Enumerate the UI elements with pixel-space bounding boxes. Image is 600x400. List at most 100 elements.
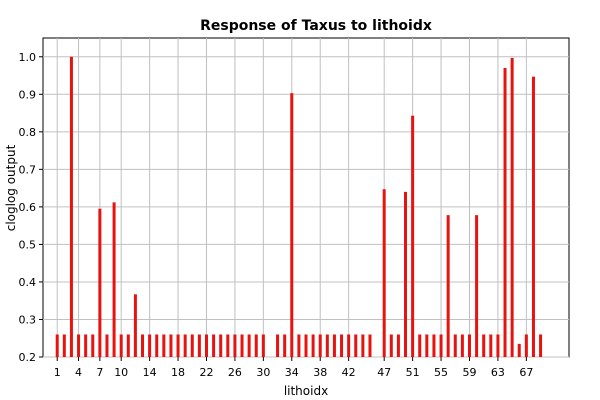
x-tick-label: 30 [256, 366, 270, 379]
bar-20 [190, 334, 194, 357]
x-tick-label: 4 [75, 366, 82, 379]
bar-67 [524, 334, 528, 357]
bar-38 [318, 334, 322, 357]
bar-65 [510, 57, 514, 357]
x-axis-label: lithoidx [284, 384, 328, 398]
bar-37 [311, 334, 315, 357]
bar-12 [133, 294, 137, 357]
bar-18 [176, 334, 180, 357]
bar-14 [148, 334, 152, 357]
bar-13 [141, 334, 145, 357]
bar-40 [332, 334, 336, 357]
bar-17 [169, 334, 173, 357]
bar-69 [539, 334, 543, 357]
x-tick-label: 1 [54, 366, 61, 379]
y-tick-label: 0.5 [19, 238, 37, 251]
x-tick-label: 26 [228, 366, 242, 379]
bar-34 [290, 93, 294, 357]
bar-23 [212, 334, 216, 357]
bar-2 [62, 334, 66, 357]
bar-56 [446, 215, 450, 357]
y-tick-label: 0.9 [19, 88, 37, 101]
bar-1 [55, 334, 59, 357]
x-tick-label: 42 [342, 366, 356, 379]
bar-33 [283, 334, 287, 357]
bar-48 [389, 334, 393, 357]
bar-19 [183, 334, 187, 357]
bar-53 [425, 334, 429, 357]
bar-63 [496, 334, 500, 357]
x-tick-label: 22 [199, 366, 213, 379]
bar-15 [155, 334, 159, 357]
bar-21 [197, 334, 201, 357]
bar-54 [432, 334, 436, 357]
bar-60 [475, 215, 479, 357]
bar-29 [254, 334, 258, 357]
y-tick-label: 1.0 [19, 51, 37, 64]
x-tick-label: 18 [171, 366, 185, 379]
bar-25 [226, 334, 230, 357]
bar-52 [418, 334, 422, 357]
bar-22 [204, 334, 208, 357]
bars [55, 56, 543, 357]
y-axis-label: cloglog output [4, 144, 18, 231]
bar-47 [382, 189, 386, 357]
bar-27 [240, 334, 244, 357]
bar-41 [340, 334, 344, 357]
y-tick-label: 0.7 [19, 163, 37, 176]
bar-42 [347, 334, 351, 357]
bar-62 [489, 334, 493, 357]
bar-39 [325, 334, 329, 357]
bar-36 [304, 334, 308, 357]
bar-50 [404, 191, 408, 357]
bar-66 [517, 343, 521, 357]
bar-4 [77, 334, 81, 357]
y-axis: 0.2 0.3 0.4 0.5 0.6 0.7 0.8 0.9 1.0 [19, 51, 43, 364]
bar-61 [482, 334, 486, 357]
bar-9 [112, 202, 116, 357]
bar-51 [411, 115, 415, 357]
y-tick-label: 0.4 [19, 276, 37, 289]
bar-49 [396, 334, 400, 357]
bar-68 [531, 76, 535, 357]
x-tick-label: 55 [434, 366, 448, 379]
y-tick-label: 0.3 [19, 313, 37, 326]
x-tick-label: 10 [114, 366, 128, 379]
x-axis: 1 4 7 10 14 18 22 26 30 34 38 42 47 51 55 59 63 67 [54, 357, 533, 379]
bar-59 [467, 334, 471, 357]
x-tick-label: 67 [519, 366, 533, 379]
x-tick-label: 14 [143, 366, 157, 379]
bar-26 [233, 334, 237, 357]
chart-title: Response of Taxus to lithoidx [200, 18, 432, 34]
bar-32 [276, 334, 280, 357]
bar-7 [98, 208, 102, 357]
bar-6 [91, 334, 95, 357]
y-tick-label: 0.6 [19, 201, 37, 214]
y-tick-label: 0.2 [19, 351, 37, 364]
plot-area: 0.20.30.40.50.60.70.80.91.0 1 4 7 10 14 18 22 2… [19, 37, 570, 379]
bar-44 [361, 334, 365, 357]
x-tick-label: 59 [462, 366, 476, 379]
bar-28 [247, 334, 251, 357]
bar-5 [84, 334, 88, 357]
y-tick-label: 0.8 [19, 126, 37, 139]
bar-10 [119, 334, 123, 357]
bar-43 [354, 334, 358, 357]
bar-55 [439, 334, 443, 357]
x-tick-label: 47 [377, 366, 391, 379]
x-tick-label: 38 [313, 366, 327, 379]
x-tick-label: 7 [96, 366, 103, 379]
bar-11 [126, 334, 130, 357]
bar-3 [69, 56, 73, 357]
bar-57 [453, 334, 457, 357]
x-tick-label: 51 [406, 366, 420, 379]
bar-45 [368, 334, 372, 357]
x-tick-label: 63 [491, 366, 505, 379]
bar-8 [105, 334, 109, 357]
bar-58 [460, 334, 464, 357]
bar-16 [162, 334, 166, 357]
bar-35 [297, 334, 301, 357]
bar-24 [219, 334, 223, 357]
